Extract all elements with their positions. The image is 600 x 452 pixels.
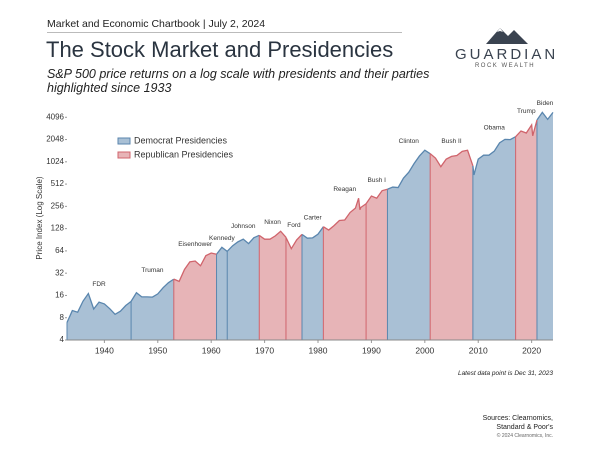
president-label: Bush II xyxy=(441,138,461,145)
president-label: Nixon xyxy=(264,219,281,226)
x-tick-label: 1970 xyxy=(255,345,274,355)
president-label: Carter xyxy=(304,214,323,221)
legend-label: Democrat Presidencies xyxy=(134,135,228,145)
president-label: Ford xyxy=(287,222,301,229)
price-line xyxy=(365,188,388,205)
price-line xyxy=(285,233,303,251)
presidency-area xyxy=(259,231,286,340)
price-line xyxy=(472,136,516,176)
y-tick-label: 4 xyxy=(60,335,65,344)
x-tick-label: 1960 xyxy=(202,345,221,355)
areas xyxy=(67,112,553,341)
president-label: Clinton xyxy=(399,138,420,145)
price-line xyxy=(387,149,431,190)
x-tick-label: 1990 xyxy=(362,345,381,355)
presidency-area xyxy=(301,226,324,340)
logo-sub: ROCK WEALTH xyxy=(474,63,536,69)
y-tick-label: 128 xyxy=(51,224,65,233)
x-tick-label: 2000 xyxy=(415,345,434,355)
president-label: Kennedy xyxy=(209,235,235,242)
president-label: Biden xyxy=(537,100,554,107)
legend-swatch xyxy=(117,151,131,159)
presidency-area xyxy=(430,150,473,340)
chartbook-label: Market and Economic Chartbook | July 2, … xyxy=(47,18,266,30)
copyright: © 2024 Clearnomics, Inc. xyxy=(496,433,553,439)
price-line xyxy=(258,230,287,240)
sources: Sources: Clearnomics, Standard & Poor's xyxy=(482,415,553,431)
x-tick-label: 2020 xyxy=(522,345,541,355)
data-note: Latest data point is Dec 31, 2023 xyxy=(457,370,553,377)
x-tick-label: 2010 xyxy=(469,345,488,355)
y-tick-label: 4096 xyxy=(46,112,64,121)
president-label: Truman xyxy=(141,267,164,274)
chart-subtitle: S&P 500 price returns on a log scale wit… xyxy=(47,67,430,95)
president-label: Reagan xyxy=(333,186,356,193)
x-tick-label: 1940 xyxy=(95,345,114,355)
president-label: Obama xyxy=(484,124,506,131)
y-tick-label: 1024 xyxy=(46,157,64,166)
logo-mountains xyxy=(486,28,528,44)
y-axis-label: Price Index (Log Scale) xyxy=(35,176,44,259)
presidency-area xyxy=(227,235,260,340)
presidency-area xyxy=(323,198,367,340)
legend-swatch xyxy=(117,137,131,145)
presidency-area xyxy=(536,112,553,341)
y-tick-label: 512 xyxy=(51,179,65,188)
y-tick-label: 8 xyxy=(60,313,65,322)
president-label: Johnson xyxy=(231,223,256,230)
price-line xyxy=(323,198,367,231)
y-tick-label: 16 xyxy=(55,291,64,300)
presidency-area xyxy=(387,150,431,340)
presidency-area xyxy=(173,253,217,340)
price-line xyxy=(216,246,228,255)
y-tick-label: 2048 xyxy=(46,135,64,144)
president-label: Trump xyxy=(517,108,536,115)
legend-label: Republican Presidencies xyxy=(134,149,234,159)
presidency-area xyxy=(67,293,132,340)
price-line xyxy=(536,111,554,121)
x-tick-label: 1980 xyxy=(309,345,328,355)
president-labels: FDR Truman Kennedy Johnson Carter Clinton Obam… xyxy=(92,100,553,288)
lines xyxy=(66,111,554,340)
presidency-area xyxy=(515,120,537,340)
price-line xyxy=(130,278,175,302)
price-line xyxy=(301,226,324,239)
president-label: Eisenhower xyxy=(178,241,213,248)
presidency-area xyxy=(131,279,174,340)
y-tick-label: 256 xyxy=(51,201,65,210)
header-rule xyxy=(47,32,402,33)
president-label: FDR xyxy=(92,281,106,288)
presidency-area xyxy=(366,189,388,340)
presidency-area xyxy=(285,234,302,340)
price-line xyxy=(173,252,217,283)
y-tick-label: 64 xyxy=(55,246,64,255)
presidency-area xyxy=(472,136,516,340)
price-line xyxy=(515,119,538,138)
y-tick-label: 32 xyxy=(55,268,64,277)
president-label: Bush I xyxy=(368,177,387,184)
x-tick-label: 1950 xyxy=(148,345,167,355)
chart-title: The Stock Market and Presidencies xyxy=(46,37,394,62)
presidency-area xyxy=(216,247,228,340)
logo-name: GUARDIAN xyxy=(455,46,559,63)
price-line xyxy=(429,149,474,168)
price-line xyxy=(66,292,132,323)
price-line xyxy=(226,234,260,252)
